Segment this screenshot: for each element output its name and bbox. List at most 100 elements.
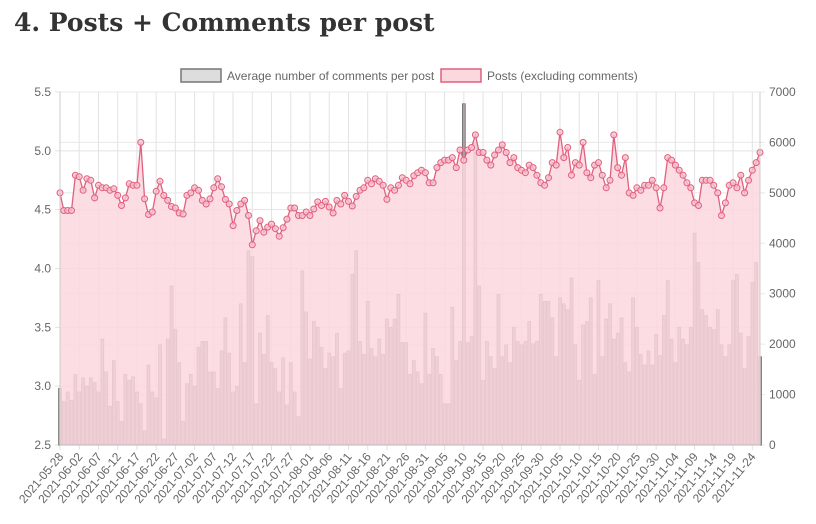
posts-point	[160, 191, 168, 199]
posts-point	[268, 220, 275, 228]
posts-point	[502, 149, 510, 156]
y-right-tick-label: 1000	[769, 388, 796, 402]
chart-heading: 4. Posts + Comments per post	[14, 8, 435, 37]
posts-point	[560, 154, 568, 162]
y-right-tick-label: 7000	[769, 85, 796, 99]
posts-point	[506, 159, 514, 167]
posts-point	[556, 128, 564, 136]
posts-point	[348, 202, 356, 210]
posts-point	[79, 186, 87, 194]
posts-point	[718, 212, 725, 219]
posts-point	[241, 196, 249, 204]
posts-point	[187, 189, 195, 197]
posts-point	[629, 191, 637, 199]
posts-point	[598, 171, 606, 179]
posts-point	[510, 154, 518, 162]
y-left-tick-label: 4.0	[34, 262, 51, 276]
y-right-tick-label: 5000	[769, 186, 796, 200]
posts-point	[618, 171, 625, 179]
posts-point	[468, 144, 475, 151]
y-left-tick-label: 3.5	[34, 320, 51, 334]
posts-point	[533, 171, 541, 179]
posts-point	[587, 174, 595, 182]
posts-point	[498, 141, 506, 149]
posts-point	[621, 154, 629, 162]
posts-point	[752, 159, 760, 167]
posts-point	[645, 181, 652, 189]
posts-point	[383, 195, 391, 203]
y-right-tick-label: 2000	[769, 337, 796, 351]
posts-point	[614, 164, 622, 172]
posts-point	[283, 215, 291, 223]
posts-point	[179, 210, 187, 218]
posts-point	[648, 176, 656, 184]
posts-point	[495, 146, 502, 154]
posts-point	[245, 212, 252, 219]
posts-point	[164, 196, 172, 204]
legend[interactable]: Average number of comments per post Post…	[180, 68, 638, 83]
posts-point	[483, 156, 491, 164]
posts-point	[602, 184, 610, 192]
posts-point	[206, 195, 214, 203]
posts-point	[564, 144, 572, 151]
posts-point	[579, 138, 587, 146]
posts-point	[195, 186, 202, 194]
posts-point	[248, 241, 256, 249]
posts-point	[225, 200, 233, 208]
posts-point	[218, 183, 225, 191]
y-left-tick-label: 3.0	[34, 379, 51, 393]
posts-point	[487, 161, 495, 169]
posts-point	[121, 194, 129, 202]
posts-point	[733, 184, 741, 192]
posts-point	[729, 179, 737, 187]
axes: 2021-05-282021-06-022021-06-072021-06-12…	[16, 85, 796, 506]
posts-point	[695, 202, 702, 209]
posts-point	[660, 184, 668, 192]
posts-point	[552, 161, 560, 169]
posts-point	[541, 181, 549, 189]
posts-point	[114, 191, 122, 199]
y-left-tick-label: 5.5	[34, 85, 51, 99]
posts-point	[306, 212, 314, 219]
posts-point	[133, 181, 141, 189]
posts-point	[491, 151, 499, 159]
legend-label-posts[interactable]: Posts (excluding comments)	[487, 69, 638, 83]
posts-point	[379, 181, 387, 189]
posts-point	[710, 181, 718, 189]
posts-point	[137, 138, 145, 146]
legend-swatch-posts[interactable]	[440, 68, 482, 83]
posts-point	[745, 176, 752, 184]
posts-point	[214, 175, 222, 183]
posts-point	[210, 184, 218, 192]
posts-point	[256, 217, 264, 225]
posts-point	[87, 176, 95, 184]
posts-point	[545, 174, 552, 182]
posts-point	[345, 197, 352, 205]
posts-point	[433, 164, 441, 172]
posts-point	[575, 161, 583, 169]
posts-point	[329, 209, 337, 217]
posts-point	[668, 156, 675, 164]
posts-point	[325, 203, 333, 211]
posts-point	[152, 187, 160, 195]
posts-point	[360, 184, 368, 192]
posts-point	[395, 181, 402, 189]
posts-point	[652, 184, 660, 192]
posts-point	[748, 166, 756, 174]
posts-point	[337, 200, 345, 208]
posts-point	[148, 208, 156, 216]
posts-point	[171, 204, 179, 212]
posts-point	[448, 154, 456, 162]
posts-point	[229, 222, 237, 230]
y-left-tick-label: 5.0	[34, 144, 51, 158]
posts-point	[141, 195, 149, 203]
posts-point	[529, 164, 537, 172]
posts-point	[741, 189, 749, 197]
posts-point	[452, 164, 460, 172]
legend-swatch-comments[interactable]	[180, 68, 222, 83]
posts-point	[568, 171, 575, 179]
legend-label-comments[interactable]: Average number of comments per post	[227, 69, 435, 83]
posts-point	[714, 189, 722, 197]
posts-point	[471, 131, 479, 139]
